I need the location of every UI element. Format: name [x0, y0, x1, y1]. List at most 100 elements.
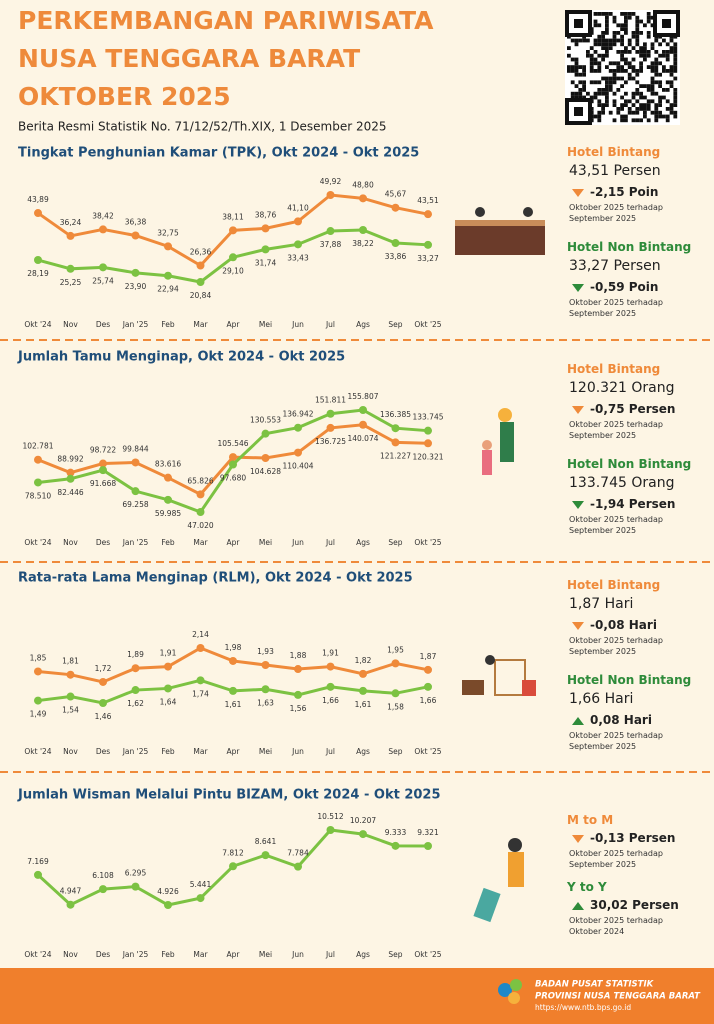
point: [164, 495, 172, 504]
value-label: 65.826: [187, 476, 213, 485]
qr-cell: [616, 110, 621, 115]
qr-cell: [589, 69, 594, 73]
qr-cell: [586, 50, 590, 54]
qr-cell: [597, 110, 602, 115]
qr-cell: [631, 76, 636, 81]
panel-note: Oktober 2025 terhadap September 2025: [569, 515, 663, 535]
value-label: 1,87: [420, 652, 437, 661]
qr-cell: [605, 31, 609, 35]
qr-cell: [612, 99, 617, 104]
value-label: 4.947: [60, 887, 82, 896]
point: [99, 885, 107, 894]
qr-cell: [627, 42, 632, 47]
value-label: 1,46: [95, 712, 112, 721]
point: [359, 686, 367, 695]
qr-cell: [612, 76, 617, 81]
qr-cell: [612, 38, 617, 43]
qr-cell: [627, 65, 632, 69]
qr-cell: [650, 84, 655, 88]
value-label: 9.321: [417, 828, 439, 837]
x-tick-label: Sep: [388, 538, 402, 547]
qr-cell: [639, 69, 643, 73]
qr-cell: [593, 19, 598, 24]
value-label: 1,74: [192, 689, 209, 698]
qr-cell: [631, 91, 636, 96]
value-label: 38,76: [255, 210, 277, 219]
point: [359, 830, 367, 839]
qr-cell: [639, 61, 643, 66]
point: [131, 231, 140, 240]
qr-cell: [631, 46, 636, 50]
qr-cell: [616, 76, 621, 81]
qr-cell: [665, 42, 670, 47]
point: [359, 420, 367, 429]
point: [66, 231, 75, 240]
qr-cell: [582, 84, 586, 88]
chart-title: Jumlah Wisman Melalui Pintu BIZAM, Okt 2…: [17, 788, 441, 803]
qr-cell: [616, 88, 621, 92]
qr-cell: [570, 38, 575, 43]
logo: [508, 992, 520, 1004]
qr-cell: [669, 50, 674, 54]
footer-url: https://www.ntb.bps.go.id: [535, 1003, 631, 1012]
qr-cell: [673, 103, 678, 107]
qr-cell: [612, 42, 617, 47]
panel-value: 43,51 Persen: [569, 163, 661, 179]
qr-cell: [646, 107, 651, 111]
point: [261, 685, 270, 694]
value-label: 38,42: [92, 211, 114, 220]
x-tick-label: Jul: [325, 950, 335, 959]
qr-cell: [635, 38, 640, 43]
point: [359, 194, 367, 203]
qr-cell: [620, 118, 624, 123]
x-tick-label: Jul: [325, 538, 335, 547]
qr-cell: [605, 103, 609, 107]
value-label: 26,36: [190, 247, 212, 256]
qr-cell: [574, 91, 579, 96]
value-label: 7.784: [287, 849, 309, 858]
qr-cell: [627, 15, 632, 20]
qr-cell: [665, 69, 670, 73]
point: [164, 684, 172, 693]
point: [131, 487, 140, 496]
qr-finder: [574, 107, 583, 116]
qr-cell: [582, 38, 586, 43]
point: [229, 453, 237, 462]
qr-cell: [658, 114, 662, 119]
qr-cell: [605, 12, 609, 16]
qr-cell: [574, 38, 579, 43]
qr-cell: [612, 69, 617, 73]
point: [294, 690, 302, 699]
qr-cell: [635, 15, 640, 20]
qr-cell: [643, 23, 647, 28]
point: [326, 826, 335, 834]
point: [294, 448, 302, 457]
qr-cell: [589, 95, 594, 100]
qr-cell: [650, 23, 655, 28]
value-label: 136.385: [380, 410, 411, 419]
value-label: 91.668: [90, 479, 116, 488]
value-label: 133.745: [412, 413, 443, 422]
qr-cell: [597, 69, 602, 73]
qr-cell: [605, 84, 609, 88]
value-label: 136.725: [315, 437, 346, 446]
qr-cell: [605, 27, 609, 31]
qr-cell: [646, 99, 651, 104]
value-label: 1,81: [62, 657, 79, 666]
qr-cell: [612, 80, 617, 85]
x-tick-label: Des: [96, 747, 110, 756]
point: [391, 689, 400, 698]
qr-cell: [578, 38, 583, 43]
qr-cell: [673, 110, 678, 115]
point: [261, 245, 270, 254]
point: [196, 644, 205, 652]
point: [34, 870, 42, 879]
qr-cell: [654, 107, 659, 111]
x-tick-label: Apr: [227, 538, 241, 547]
qr-cell: [665, 114, 670, 119]
qr-cell: [620, 50, 624, 54]
qr-cell: [601, 110, 605, 115]
qr-cell: [665, 88, 670, 92]
qr-cell: [612, 103, 617, 107]
qr-cell: [662, 114, 666, 119]
